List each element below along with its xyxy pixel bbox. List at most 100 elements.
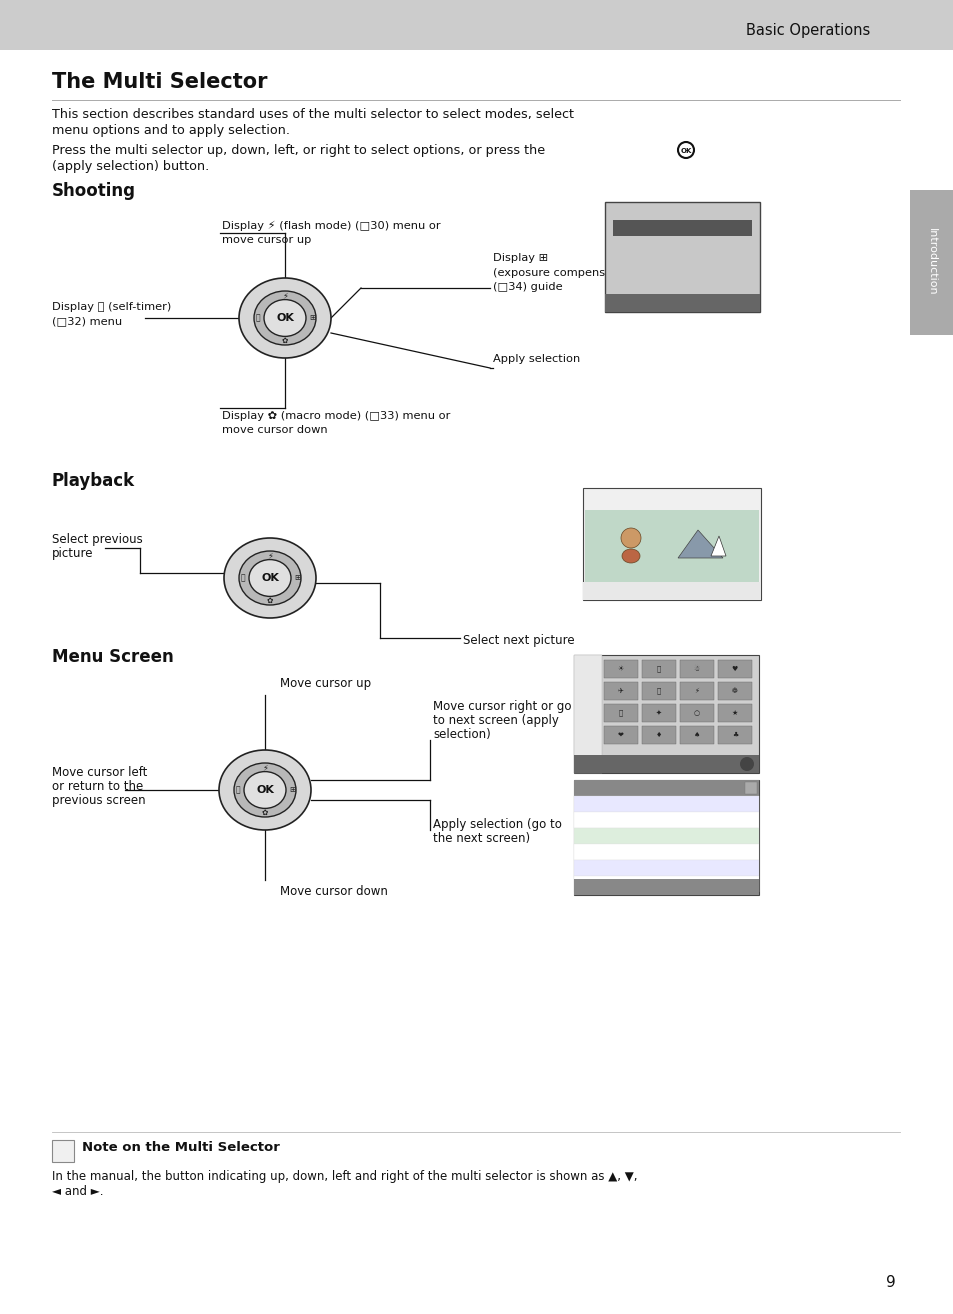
Bar — [574, 654, 759, 773]
Bar — [679, 727, 713, 744]
Text: ⚡: ⚡ — [267, 552, 273, 561]
Bar — [603, 704, 638, 721]
Text: Note on the Multi Selector: Note on the Multi Selector — [82, 1141, 279, 1154]
Ellipse shape — [239, 279, 331, 357]
Bar — [584, 510, 759, 583]
Bar — [603, 660, 638, 678]
Bar — [582, 582, 760, 600]
Bar — [574, 828, 759, 844]
Bar — [604, 294, 760, 311]
Text: AUTO: AUTO — [732, 813, 754, 823]
Text: ?: ? — [743, 761, 749, 770]
Text: Color options: Color options — [578, 861, 643, 870]
Text: move cursor down: move cursor down — [222, 424, 327, 435]
Text: 9: 9 — [885, 1275, 895, 1290]
Text: ✿: ✿ — [281, 335, 288, 344]
Circle shape — [740, 757, 753, 771]
Text: Shooting: Shooting — [52, 183, 136, 200]
Bar — [718, 682, 751, 700]
Text: Playback: Playback — [52, 472, 135, 490]
Text: ⊞: ⊞ — [289, 786, 295, 795]
Text: Shooting menu: Shooting menu — [634, 782, 698, 791]
Bar — [603, 727, 638, 744]
Text: or return to the: or return to the — [52, 781, 143, 794]
Text: White balance: White balance — [578, 813, 647, 823]
Text: ⚡    ⚪    ⊞    ✿: ⚡ ⚪ ⊞ ✿ — [653, 240, 711, 248]
Text: ❤: ❤ — [618, 732, 623, 738]
Text: ⛆: ⛆ — [657, 666, 660, 673]
Text: ✈: ✈ — [618, 689, 623, 694]
Bar — [0, 0, 953, 50]
Text: ⌛: ⌛ — [255, 314, 260, 322]
Text: (apply selection) button.: (apply selection) button. — [52, 160, 209, 173]
Text: ⚡: ⚡ — [262, 763, 268, 773]
Polygon shape — [678, 530, 722, 558]
Text: ⚡: ⚡ — [282, 292, 288, 301]
Text: Display ⊞: Display ⊞ — [493, 254, 548, 263]
Ellipse shape — [621, 549, 639, 562]
Text: ✦: ✦ — [656, 710, 661, 716]
Text: (exposure compensation): (exposure compensation) — [493, 268, 638, 279]
Text: Basic Operations: Basic Operations — [745, 22, 869, 38]
Text: ✿: ✿ — [267, 595, 273, 604]
Text: ☀: ☀ — [618, 666, 623, 671]
Bar — [718, 660, 751, 678]
Text: ⌛: ⌛ — [235, 786, 240, 795]
Bar — [574, 859, 759, 876]
Bar — [582, 487, 760, 600]
Text: ⛰: ⛰ — [657, 687, 660, 694]
Text: ○: ○ — [693, 710, 700, 716]
Text: ★: ★ — [731, 710, 738, 716]
Text: OK: OK — [261, 573, 278, 583]
Bar — [574, 756, 759, 773]
Ellipse shape — [264, 300, 306, 336]
Text: Display ✿ (macro mode) (□33) menu or: Display ✿ (macro mode) (□33) menu or — [222, 411, 450, 420]
Bar — [574, 781, 759, 895]
Ellipse shape — [233, 763, 295, 817]
Text: ■: ■ — [747, 861, 754, 870]
Bar — [641, 682, 676, 700]
Ellipse shape — [239, 551, 301, 604]
Text: the next screen): the next screen) — [433, 832, 530, 845]
Text: AUTO: AUTO — [732, 845, 754, 854]
Ellipse shape — [244, 771, 286, 808]
Text: ✔  Continuous: ✔ Continuous — [578, 829, 634, 838]
Text: $AUTO: $AUTO — [669, 208, 695, 215]
Text: Apply selection (go to: Apply selection (go to — [433, 819, 561, 830]
Text: In the manual, the button indicating up, down, left and right of the multi selec: In the manual, the button indicating up,… — [52, 1169, 637, 1183]
Bar — [574, 796, 759, 812]
Text: Select previous: Select previous — [52, 533, 143, 547]
Text: OK: OK — [275, 313, 294, 323]
Text: ISO sensitivity: ISO sensitivity — [578, 845, 647, 854]
Text: ✓: ✓ — [748, 880, 754, 890]
Text: Press the multi selector up, down, left, or right to select options, or press th: Press the multi selector up, down, left,… — [52, 145, 544, 156]
Text: ♠: ♠ — [693, 732, 700, 738]
Bar — [718, 704, 751, 721]
Text: Beach/snow: Beach/snow — [625, 757, 677, 766]
Text: ⊞: ⊞ — [294, 573, 300, 582]
Text: OK: OK — [255, 784, 274, 795]
Text: ⌛: ⌛ — [618, 710, 622, 716]
Bar — [603, 682, 638, 700]
Bar — [52, 1141, 74, 1162]
Text: ⚡: ⚡ — [694, 689, 699, 694]
Bar — [574, 781, 759, 796]
Bar — [679, 660, 713, 678]
Text: Apply selection: Apply selection — [493, 353, 579, 364]
Bar — [679, 682, 713, 700]
Text: □: □ — [747, 829, 754, 838]
Polygon shape — [710, 536, 725, 556]
Text: ◄ and ►.: ◄ and ►. — [52, 1185, 103, 1198]
Text: menu options and to apply selection.: menu options and to apply selection. — [52, 124, 290, 137]
Text: Move cursor up: Move cursor up — [280, 677, 371, 690]
Text: ☃: ☃ — [693, 666, 700, 673]
Text: Flash mode: Flash mode — [658, 296, 706, 305]
Text: Display ⚡ (flash mode) (□30) menu or: Display ⚡ (flash mode) (□30) menu or — [222, 221, 440, 231]
Bar — [574, 879, 759, 895]
Bar — [641, 660, 676, 678]
Bar — [613, 219, 751, 237]
Ellipse shape — [219, 750, 311, 830]
Text: ♦: ♦ — [655, 732, 661, 738]
Bar — [744, 782, 757, 794]
Bar — [641, 727, 676, 744]
